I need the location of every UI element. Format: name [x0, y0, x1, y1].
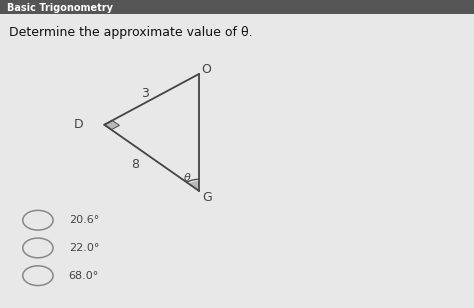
Text: 22.0°: 22.0° [69, 243, 99, 253]
Text: θ: θ [184, 173, 191, 183]
Text: 8: 8 [131, 158, 139, 171]
Wedge shape [189, 181, 199, 191]
Polygon shape [104, 120, 119, 130]
Text: D: D [73, 118, 83, 131]
Text: O: O [201, 63, 211, 76]
Text: 3: 3 [141, 87, 148, 100]
Text: 68.0°: 68.0° [69, 271, 99, 281]
FancyBboxPatch shape [0, 0, 474, 14]
Text: 20.6°: 20.6° [69, 215, 99, 225]
Text: Determine the approximate value of θ.: Determine the approximate value of θ. [9, 26, 253, 39]
Text: Basic Trigonometry: Basic Trigonometry [7, 3, 113, 14]
Text: G: G [203, 191, 212, 204]
